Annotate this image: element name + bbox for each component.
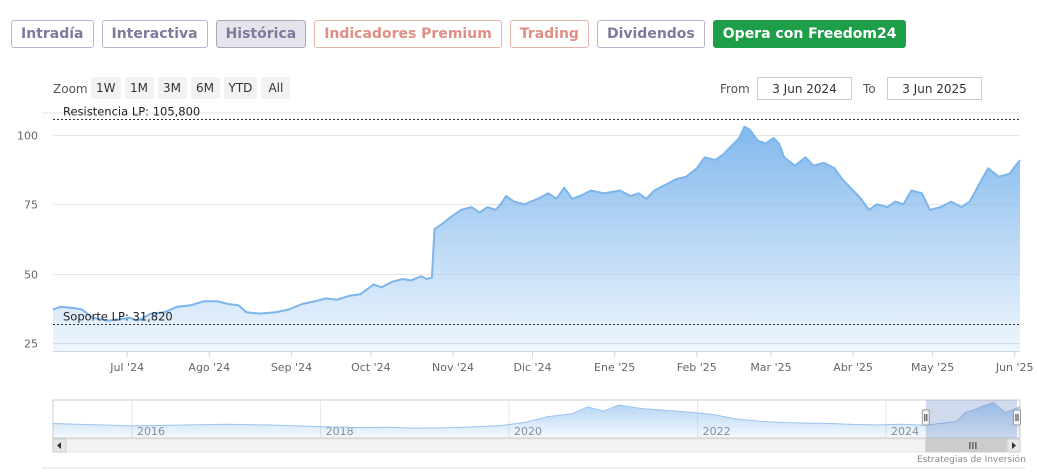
tab-trading[interactable]: Trading xyxy=(509,20,589,48)
from-label: From xyxy=(720,82,750,96)
navigator-handle-right[interactable] xyxy=(1013,409,1021,426)
scrollbar-thumb[interactable] xyxy=(925,438,1018,453)
x-tick-label: Sep '24 xyxy=(271,361,312,374)
zoom-button-3m[interactable]: 3M xyxy=(157,77,187,99)
y-tick-label: 50 xyxy=(24,269,38,282)
tab-bar: Intradía Interactiva Histórica Indicadores … xyxy=(11,20,907,48)
x-tick-label: Abr '25 xyxy=(833,361,873,374)
navigator-selection xyxy=(925,400,1017,438)
from-date-input[interactable]: 3 Jun 2024 xyxy=(757,77,852,100)
price-area xyxy=(53,126,1020,351)
x-tick-label: Ago '24 xyxy=(188,361,230,374)
tab-dividendos[interactable]: Dividendos xyxy=(596,20,705,48)
navigator-line xyxy=(52,401,1021,429)
chart-credit: Estrategias de Inversión xyxy=(917,455,1026,465)
zoom-button-all[interactable]: All xyxy=(261,77,291,99)
zoom-button-ytd[interactable]: YTD xyxy=(223,77,258,99)
resistance-label: Resistencia LP: 105,800 xyxy=(63,105,200,119)
scroll-right-arrow-icon xyxy=(1012,442,1016,449)
y-tick-label: 100 xyxy=(17,130,38,143)
support-label: Soporte LP: 31,820 xyxy=(63,310,173,324)
x-tick-label: Jul '24 xyxy=(109,361,144,374)
zoom-button-1m[interactable]: 1M xyxy=(124,77,154,99)
scrollbar-track xyxy=(52,438,1021,453)
tab-intradia[interactable]: Intradía xyxy=(11,20,94,48)
tab-interactiva[interactable]: Interactiva xyxy=(101,20,208,48)
zoom-label: Zoom xyxy=(53,82,88,96)
x-tick-label: Jun '25 xyxy=(995,361,1034,374)
y-tick-label: 75 xyxy=(24,199,38,212)
to-date-input[interactable]: 3 Jun 2025 xyxy=(887,77,982,100)
price-line xyxy=(52,125,1021,322)
scroll-left-arrow-icon xyxy=(57,442,61,449)
tab-historica[interactable]: Histórica xyxy=(215,20,307,48)
x-tick-label: Feb '25 xyxy=(677,361,717,374)
x-tick-label: Nov '24 xyxy=(432,361,474,374)
x-tick-label: Ene '25 xyxy=(594,361,635,374)
x-tick-label: Oct '24 xyxy=(351,361,391,374)
navigator-handle-left[interactable] xyxy=(921,409,930,426)
x-tick-label: Dic '24 xyxy=(513,361,551,374)
x-tick-label: Mar '25 xyxy=(750,361,791,374)
zoom-button-6m[interactable]: 6M xyxy=(190,77,220,99)
zoom-button-group: 1W 1M 3M 6M YTD All xyxy=(91,77,291,99)
navigator-area xyxy=(53,402,1020,438)
zoom-button-1w[interactable]: 1W xyxy=(91,77,121,99)
tab-opera-con-freedom24[interactable]: Opera con Freedom24 xyxy=(712,20,907,48)
x-tick-label: May '25 xyxy=(911,361,954,374)
tab-indicadores-premium[interactable]: Indicadores Premium xyxy=(314,20,502,48)
to-label: To xyxy=(863,82,876,96)
y-tick-label: 25 xyxy=(24,338,38,351)
